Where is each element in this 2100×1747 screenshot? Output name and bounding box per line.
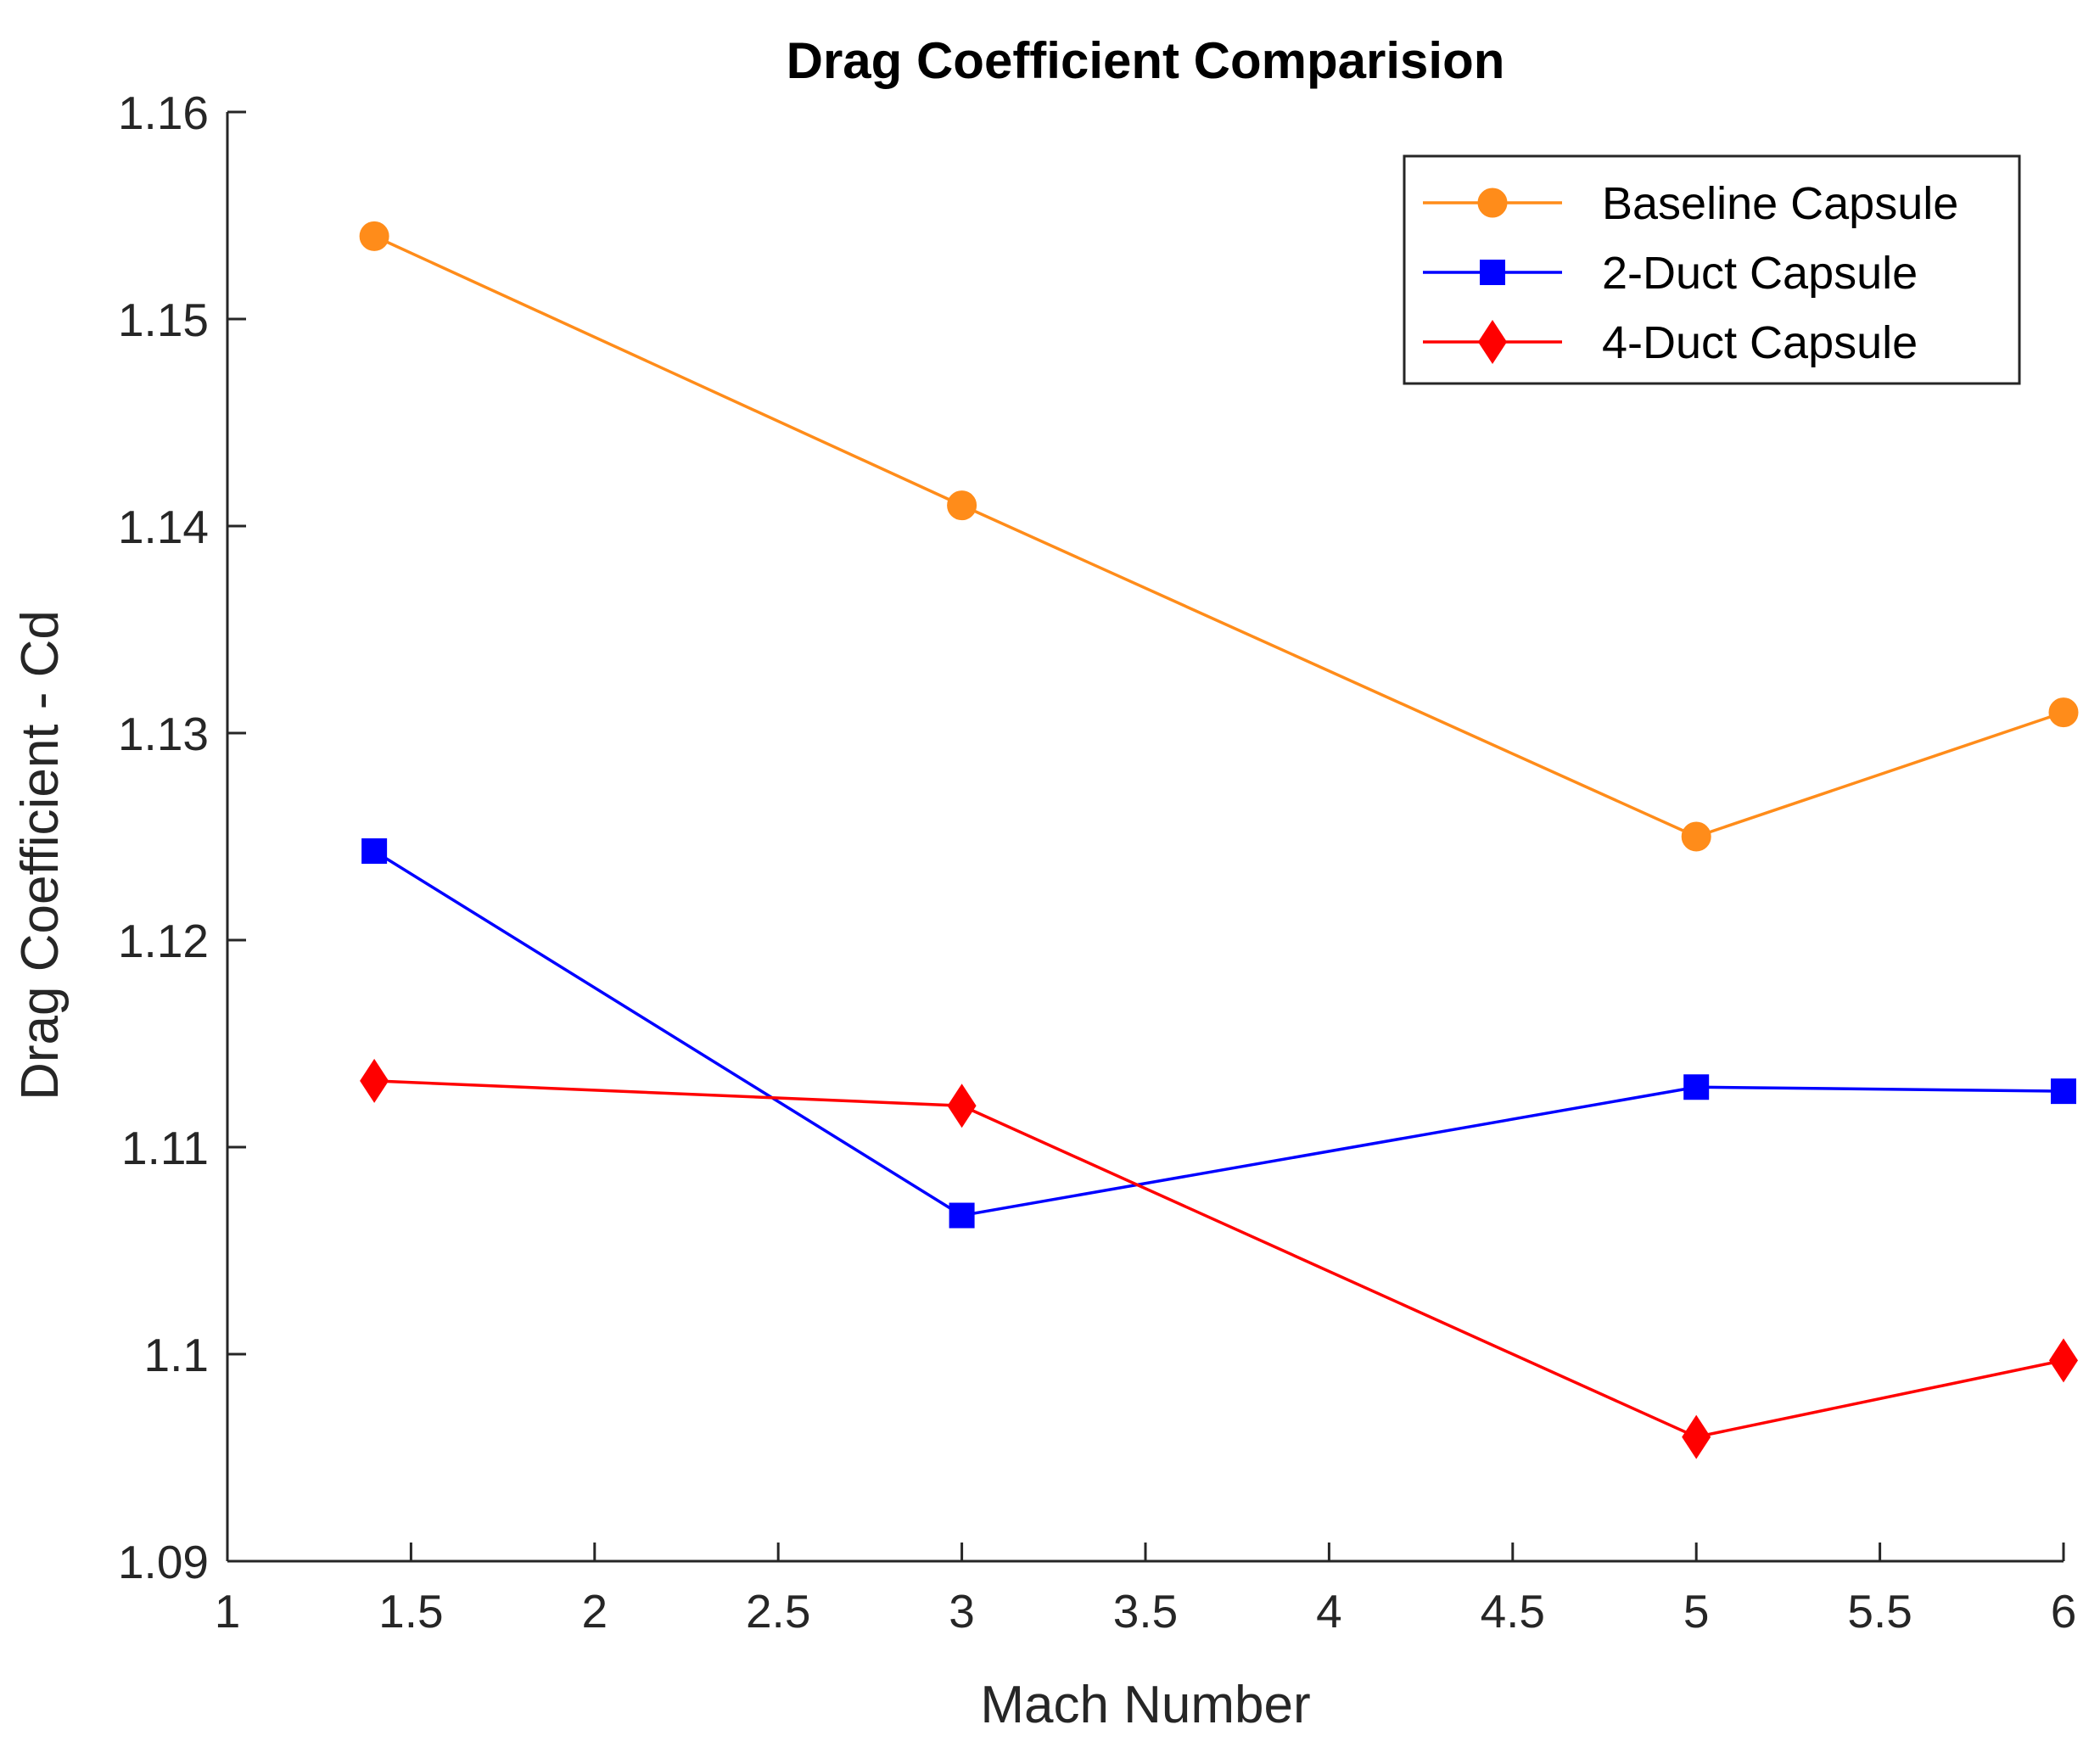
legend-label-4-duct-capsule: 4-Duct Capsule <box>1602 317 1918 368</box>
x-tick-label: 5.5 <box>1847 1585 1912 1638</box>
plot-area: 1 1.5 2 2.5 3 3.5 4 4.5 5 5.5 6 1.09 1.1 1.11 1.12 1.13… <box>118 87 2079 1638</box>
series-line-baseline-capsule <box>373 234 2064 838</box>
y-tick-label: 1.15 <box>118 294 209 346</box>
y-tick-label: 1.16 <box>118 87 209 139</box>
legend-marker-2-duct-capsule <box>1480 260 1505 285</box>
x-tick-label: 4.5 <box>1481 1585 1545 1638</box>
data-point-2-duct-capsule <box>2051 1078 2076 1105</box>
x-axis-label: Mach Number <box>980 1676 1310 1734</box>
series-line-2-duct-capsule <box>373 849 2064 1218</box>
y-tick-label: 1.14 <box>118 501 209 553</box>
data-point-baseline-capsule <box>359 221 389 251</box>
y-axis-label: Drag Coefficient - Cd <box>11 610 70 1100</box>
x-tick-label: 1.5 <box>378 1585 443 1638</box>
x-tick-label: 3.5 <box>1113 1585 1178 1638</box>
data-point-2-duct-capsule <box>361 838 388 865</box>
legend-label-baseline-capsule: Baseline Capsule <box>1602 178 1958 229</box>
legend-marker-baseline-capsule <box>1477 188 1508 218</box>
series-line-4-duct-capsule <box>374 1079 2064 1439</box>
data-point-2-duct-capsule <box>1683 1074 1710 1100</box>
legend: Baseline Capsule 2-Duct Capsule 4-Duct Cap… <box>1403 154 2021 385</box>
legend-box <box>1403 154 2021 385</box>
y-tick-label: 1.11 <box>121 1122 209 1174</box>
data-point-2-duct-capsule <box>949 1202 975 1229</box>
y-tick-label: 1.13 <box>118 708 209 760</box>
x-tick-label: 2 <box>582 1585 608 1638</box>
y-tick-label: 1.09 <box>118 1536 209 1588</box>
data-point-4-duct-capsule <box>360 1058 389 1103</box>
data-point-baseline-capsule <box>947 490 977 521</box>
x-tick-label: 2.5 <box>746 1585 810 1638</box>
data-point-baseline-capsule <box>1681 821 1711 852</box>
data-point-4-duct-capsule <box>947 1083 977 1128</box>
x-tick-label: 3 <box>949 1585 975 1638</box>
data-point-4-duct-capsule <box>1682 1414 1711 1459</box>
x-tick-label: 6 <box>2051 1585 2077 1638</box>
data-point-4-duct-capsule <box>2049 1338 2078 1383</box>
x-tick-label: 1 <box>215 1585 241 1638</box>
y-tick-label: 1.12 <box>118 915 209 967</box>
legend-label-2-duct-capsule: 2-Duct Capsule <box>1602 248 1918 299</box>
x-tick-label: 5 <box>1683 1585 1710 1638</box>
y-tick-label: 1.1 <box>144 1329 209 1381</box>
data-point-baseline-capsule <box>2048 697 2079 728</box>
legend-marker-4-duct-capsule <box>1478 320 1507 364</box>
x-tick-label: 4 <box>1316 1585 1342 1638</box>
chart-title: Drag Coefficient Comparision <box>787 32 1505 89</box>
